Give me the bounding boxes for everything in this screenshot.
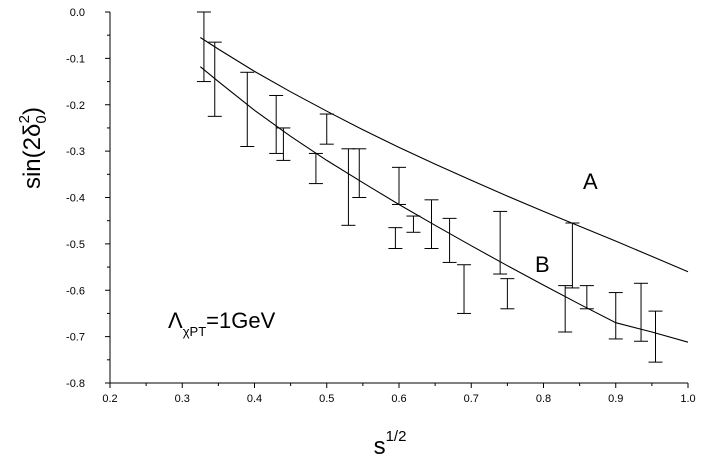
y-axis: 0.0 -0.1 -0.2 -0.3 -0.4 -0.5 -0.6 -0.7 -0.8: [66, 7, 110, 390]
error-bar: [457, 264, 472, 314]
x-tick-label: 1.0: [680, 393, 695, 405]
x-tick-label: 0.8: [536, 393, 551, 405]
curve-label-b: B: [535, 252, 550, 277]
y-tick-label: -0.4: [66, 193, 85, 205]
error-bar: [276, 127, 291, 161]
y-tick-label: -0.3: [66, 146, 85, 158]
x-tick-label: 0.2: [102, 393, 117, 405]
curve-a: [200, 37, 689, 273]
x-axis-title: s1/2: [374, 428, 407, 460]
curve-b: [199, 66, 689, 343]
error-bar: [319, 113, 334, 145]
error-bar: [388, 227, 403, 250]
lambda-annotation: ΛχPT=1GeV: [168, 308, 276, 339]
y-axis-title: sin(2δ02): [16, 107, 50, 189]
error-bar: [558, 285, 573, 333]
error-bar: [579, 285, 594, 310]
error-bar: [493, 210, 508, 275]
y-tick-label: -0.6: [66, 285, 85, 297]
curve-label-a: A: [583, 169, 598, 194]
curves: [199, 37, 689, 343]
y-tick-label: -0.2: [66, 100, 85, 112]
y-tick-label: -0.1: [66, 53, 85, 65]
error-bar: [240, 71, 255, 147]
x-tick-label: 0.7: [464, 393, 479, 405]
y-tick-label: 0.0: [70, 7, 85, 19]
error-bar: [648, 310, 663, 363]
error-bar: [565, 222, 580, 289]
error-bar: [634, 282, 649, 342]
error-bar: [442, 217, 457, 263]
error-bar: [500, 278, 515, 310]
error-bar: [424, 199, 439, 250]
error-bar: [352, 148, 367, 198]
x-tick-label: 0.6: [391, 393, 406, 405]
x-tick-label: 0.4: [247, 393, 262, 405]
y-tick-label: -0.7: [66, 332, 85, 344]
x-tick-label: 0.3: [175, 393, 190, 405]
y-tick-label: -0.8: [66, 378, 85, 390]
error-bar: [392, 166, 406, 205]
error-bar: [308, 152, 323, 185]
y-tick-label: -0.5: [66, 239, 85, 251]
x-tick-label: 0.9: [608, 393, 623, 405]
error-bar: [608, 292, 623, 340]
error-bar: [406, 215, 421, 233]
x-axis: 0.2 0.3 0.4 0.5 0.6 0.7 0.8 0.9 1.0: [102, 383, 696, 405]
error-bars: [196, 11, 663, 363]
error-bar: [196, 11, 211, 83]
x-tick-label: 0.5: [319, 393, 334, 405]
error-bar: [207, 41, 222, 117]
error-bar: [269, 94, 284, 154]
error-bar: [341, 148, 356, 226]
